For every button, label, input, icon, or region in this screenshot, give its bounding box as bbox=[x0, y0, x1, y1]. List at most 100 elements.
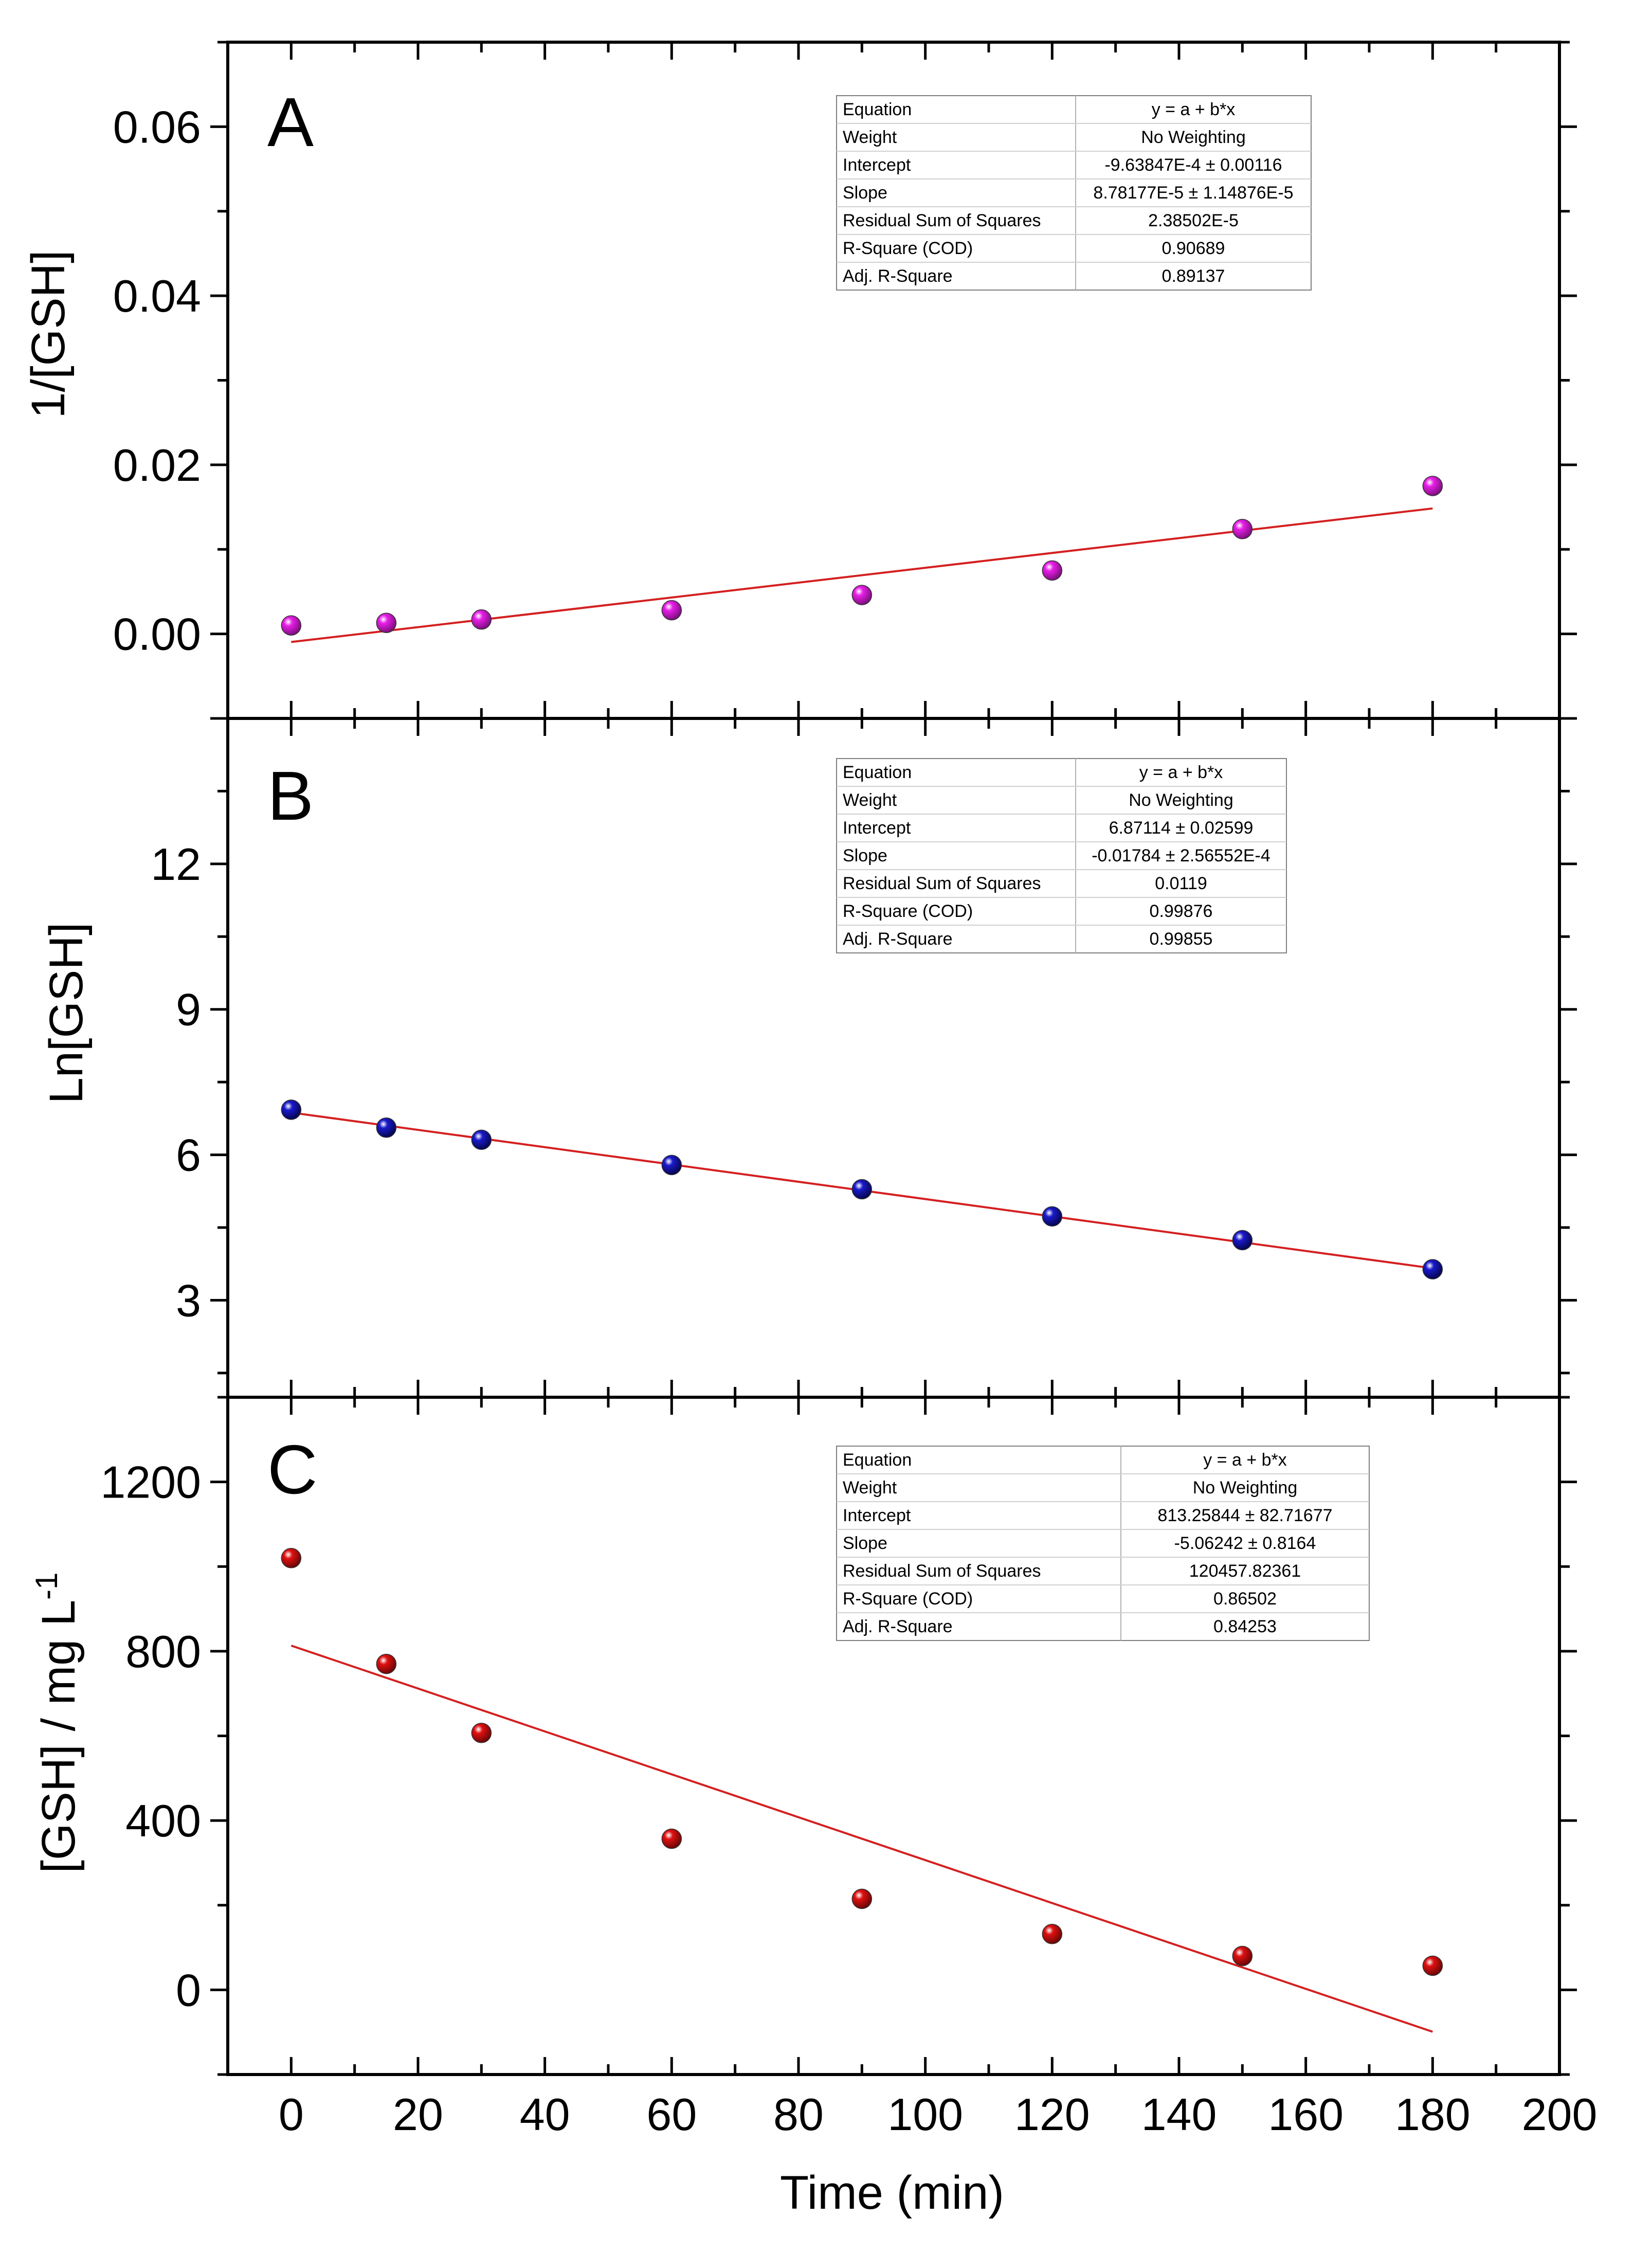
x-tick-label: 140 bbox=[1141, 2089, 1217, 2140]
panel-letter: B bbox=[267, 757, 314, 835]
y-axis-label-main: [GSH] / mg L bbox=[32, 1600, 85, 1873]
fit-table-row-label: R-Square (COD) bbox=[843, 239, 973, 258]
data-point bbox=[661, 600, 682, 621]
x-tick-label: 180 bbox=[1395, 2089, 1471, 2140]
y-tick-label: 3 bbox=[176, 1275, 201, 1326]
data-point bbox=[851, 585, 873, 605]
fit-table-border bbox=[836, 758, 1287, 953]
fit-table-row-label: Intercept bbox=[843, 1506, 911, 1525]
fit-table-row-value: y = a + b*x bbox=[1203, 1450, 1287, 1470]
y-tick-label: 12 bbox=[151, 839, 201, 890]
data-point bbox=[1232, 1230, 1253, 1251]
fit-results-table: Equation y = a + b*x Weight No Weighting… bbox=[836, 95, 1312, 291]
fit-table-row-label: Weight bbox=[843, 790, 897, 810]
x-tick-label: 60 bbox=[646, 2089, 697, 2140]
fit-table-row-label: Intercept bbox=[843, 155, 911, 175]
fit-table-border bbox=[836, 1446, 1370, 1641]
y-tick-label: 0.02 bbox=[113, 440, 201, 491]
data-point bbox=[1422, 1955, 1443, 1976]
fit-table-row-label: R-Square (COD) bbox=[843, 901, 973, 921]
x-tick-label: 20 bbox=[393, 2089, 443, 2140]
fit-table-row-value: No Weighting bbox=[1129, 790, 1233, 810]
panel-letter: A bbox=[267, 83, 314, 161]
fit-table-row-value: y = a + b*x bbox=[1152, 100, 1236, 119]
fit-results-table: Equation y = a + b*x Weight No Weighting… bbox=[836, 758, 1287, 953]
x-tick-label: 0 bbox=[279, 2089, 304, 2140]
fit-table-row-label: Residual Sum of Squares bbox=[843, 1561, 1041, 1581]
fit-table-border bbox=[836, 95, 1312, 291]
y-tick-label: 6 bbox=[176, 1130, 201, 1181]
x-tick-label: 100 bbox=[887, 2089, 963, 2140]
fit-table-row-label: Adj. R-Square bbox=[843, 929, 953, 949]
y-tick-label: 9 bbox=[176, 984, 201, 1035]
panel-a: A 1/[GSH] 0.00 0.02 0.04 0.06 Equation y… bbox=[22, 83, 1312, 660]
y-tick-label: 0 bbox=[176, 1964, 201, 2015]
data-point bbox=[661, 1155, 682, 1176]
fit-table-row-value: 0.86502 bbox=[1213, 1589, 1277, 1609]
fit-table-row-value: No Weighting bbox=[1141, 128, 1246, 147]
x-tick-labels: 0 20 40 60 80 100 120 140 160 180 200 bbox=[279, 2089, 1597, 2140]
fit-table-row-label: Slope bbox=[843, 1534, 887, 1553]
fit-table-row-value: No Weighting bbox=[1193, 1478, 1298, 1498]
data-point bbox=[1232, 1945, 1253, 1967]
fit-table-row-value: 8.78177E-5 ± 1.14876E-5 bbox=[1093, 183, 1293, 203]
data-point bbox=[1422, 1259, 1443, 1279]
fit-table-row-label: Intercept bbox=[843, 818, 911, 838]
y-tick-labels: 0.00 0.02 0.04 0.06 bbox=[113, 101, 201, 659]
fit-table-row-label: Equation bbox=[843, 763, 912, 782]
data-point bbox=[1042, 560, 1063, 581]
data-point bbox=[1232, 519, 1253, 539]
fit-line bbox=[291, 1645, 1433, 2033]
panel-letter: C bbox=[267, 1431, 318, 1508]
data-point bbox=[1042, 1923, 1063, 1944]
data-point bbox=[376, 1117, 397, 1138]
data-point bbox=[1042, 1206, 1063, 1227]
fit-table-row-value: -0.01784 ± 2.56552E-4 bbox=[1092, 846, 1270, 865]
y-axis-label: [GSH] / mg L-1 bbox=[29, 1572, 85, 1873]
data-point bbox=[471, 1129, 492, 1150]
y-tick-label: 1200 bbox=[100, 1457, 201, 1508]
x-tick-label: 40 bbox=[520, 2089, 570, 2140]
fit-table-row-value: 6.87114 ± 0.02599 bbox=[1109, 818, 1254, 838]
data-point bbox=[851, 1888, 873, 1909]
fit-table-row-value: 120457.82361 bbox=[1189, 1561, 1301, 1581]
data-point bbox=[851, 1179, 873, 1200]
y-tick-label: 0.00 bbox=[113, 609, 201, 660]
data-point bbox=[281, 615, 302, 636]
fit-table-row-value: -9.63847E-4 ± 0.00116 bbox=[1104, 155, 1282, 175]
y-tick-label: 800 bbox=[125, 1626, 201, 1677]
x-tick-label: 80 bbox=[773, 2089, 824, 2140]
data-point bbox=[471, 1722, 492, 1743]
data-point bbox=[1422, 476, 1443, 496]
y-tick-label: 0.06 bbox=[113, 101, 201, 152]
y-axis-label: 1/[GSH] bbox=[22, 250, 75, 418]
fit-line bbox=[291, 507, 1433, 643]
fit-table-row-label: Equation bbox=[843, 1450, 912, 1470]
data-point bbox=[471, 609, 492, 630]
fit-table-row-value: 0.89137 bbox=[1162, 266, 1225, 286]
y-tick-labels: 0 400 800 1200 bbox=[100, 1457, 201, 2016]
fit-table-row-label: Residual Sum of Squares bbox=[843, 211, 1041, 230]
fit-table-row-value: 2.38502E-5 bbox=[1148, 211, 1239, 230]
fit-table-row-label: Slope bbox=[843, 846, 887, 865]
fit-table-row-value: 0.84253 bbox=[1213, 1617, 1277, 1636]
data-point bbox=[376, 1653, 397, 1674]
fit-table-row-value: 0.90689 bbox=[1162, 239, 1225, 258]
fit-results-table: Equation y = a + b*x Weight No Weighting… bbox=[836, 1446, 1370, 1641]
fit-table-row-value: 0.0119 bbox=[1155, 874, 1207, 893]
fit-table-row-label: R-Square (COD) bbox=[843, 1589, 973, 1609]
x-tick-label: 200 bbox=[1522, 2089, 1597, 2140]
data-point bbox=[661, 1828, 682, 1849]
fit-table-row-value: -5.06242 ± 0.8164 bbox=[1174, 1534, 1316, 1553]
fit-table-row-label: Slope bbox=[843, 183, 887, 203]
panel-b: B Ln[GSH] 3 6 9 12 Equation y = a + b*x … bbox=[40, 757, 1287, 1326]
y-tick-label: 400 bbox=[125, 1795, 201, 1846]
fit-table-row-label: Adj. R-Square bbox=[843, 1617, 953, 1636]
y-axis-label-superscript: -1 bbox=[29, 1572, 64, 1599]
y-axis-label: Ln[GSH] bbox=[40, 923, 93, 1104]
data-point bbox=[281, 1548, 302, 1568]
fit-table-row-label: Residual Sum of Squares bbox=[843, 874, 1041, 893]
fit-table-row-value: 0.99855 bbox=[1150, 929, 1213, 949]
fit-table-row-value: y = a + b*x bbox=[1139, 763, 1223, 782]
